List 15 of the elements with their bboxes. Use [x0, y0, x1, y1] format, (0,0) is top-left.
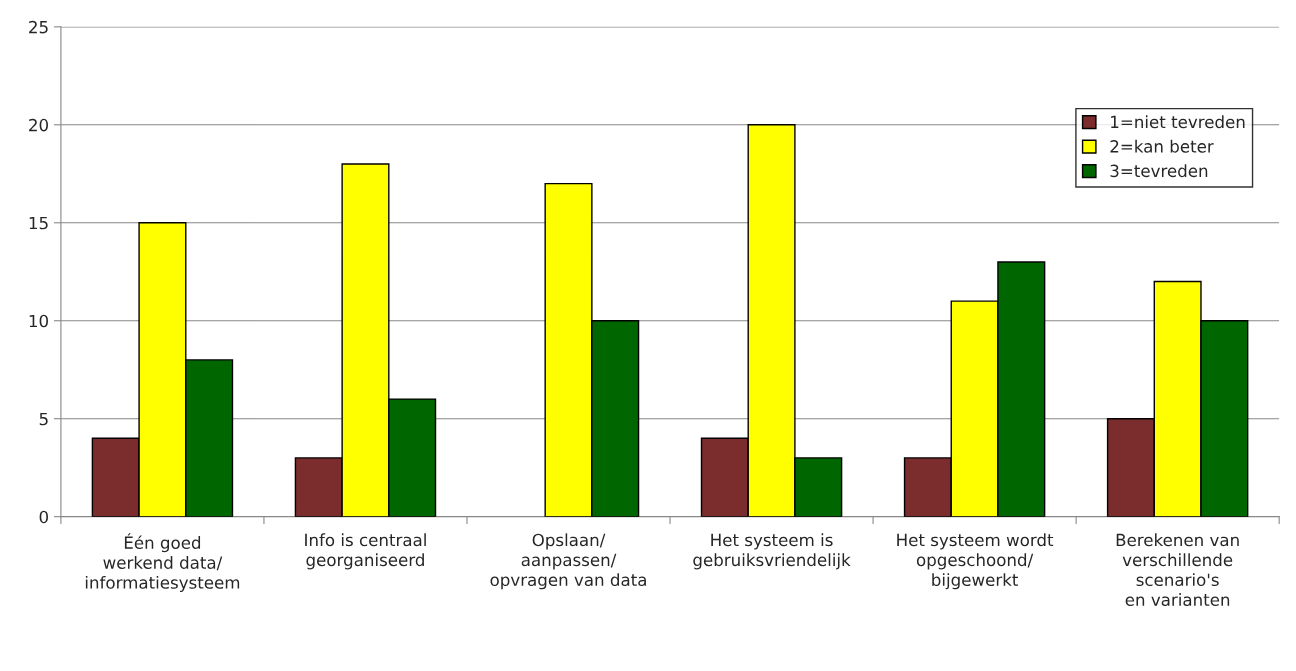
x-tick-label: Het systeem wordt opgeschoond/ bijgewerkt: [897, 533, 1054, 590]
legend-label: 3=tevreden: [1110, 164, 1208, 178]
y-tick-label: 25: [29, 20, 48, 34]
legend-label: 1=niet tevreden: [1111, 115, 1245, 129]
legend-label: 2=kan beter: [1110, 139, 1214, 153]
x-tick-label: Opslaan/ aanpassen/ opvragen van data: [490, 533, 646, 590]
y-tick-label: 0: [39, 510, 48, 524]
y-tick-label: 10: [29, 314, 48, 328]
x-tick-label: Het systeem is gebruiksvriendelijk: [693, 533, 851, 570]
y-tick-label: 15: [29, 216, 48, 230]
y-tick-label: 5: [39, 412, 48, 426]
x-tick-label: Één goed werkend data/ informatiesysteem: [85, 533, 240, 593]
y-tick-label: 20: [29, 118, 48, 132]
x-tick-label: Info is centraal georganiseerd: [305, 533, 426, 570]
x-tick-label: Berekenen van verschillende scenario's en varianten: [1116, 533, 1239, 607]
